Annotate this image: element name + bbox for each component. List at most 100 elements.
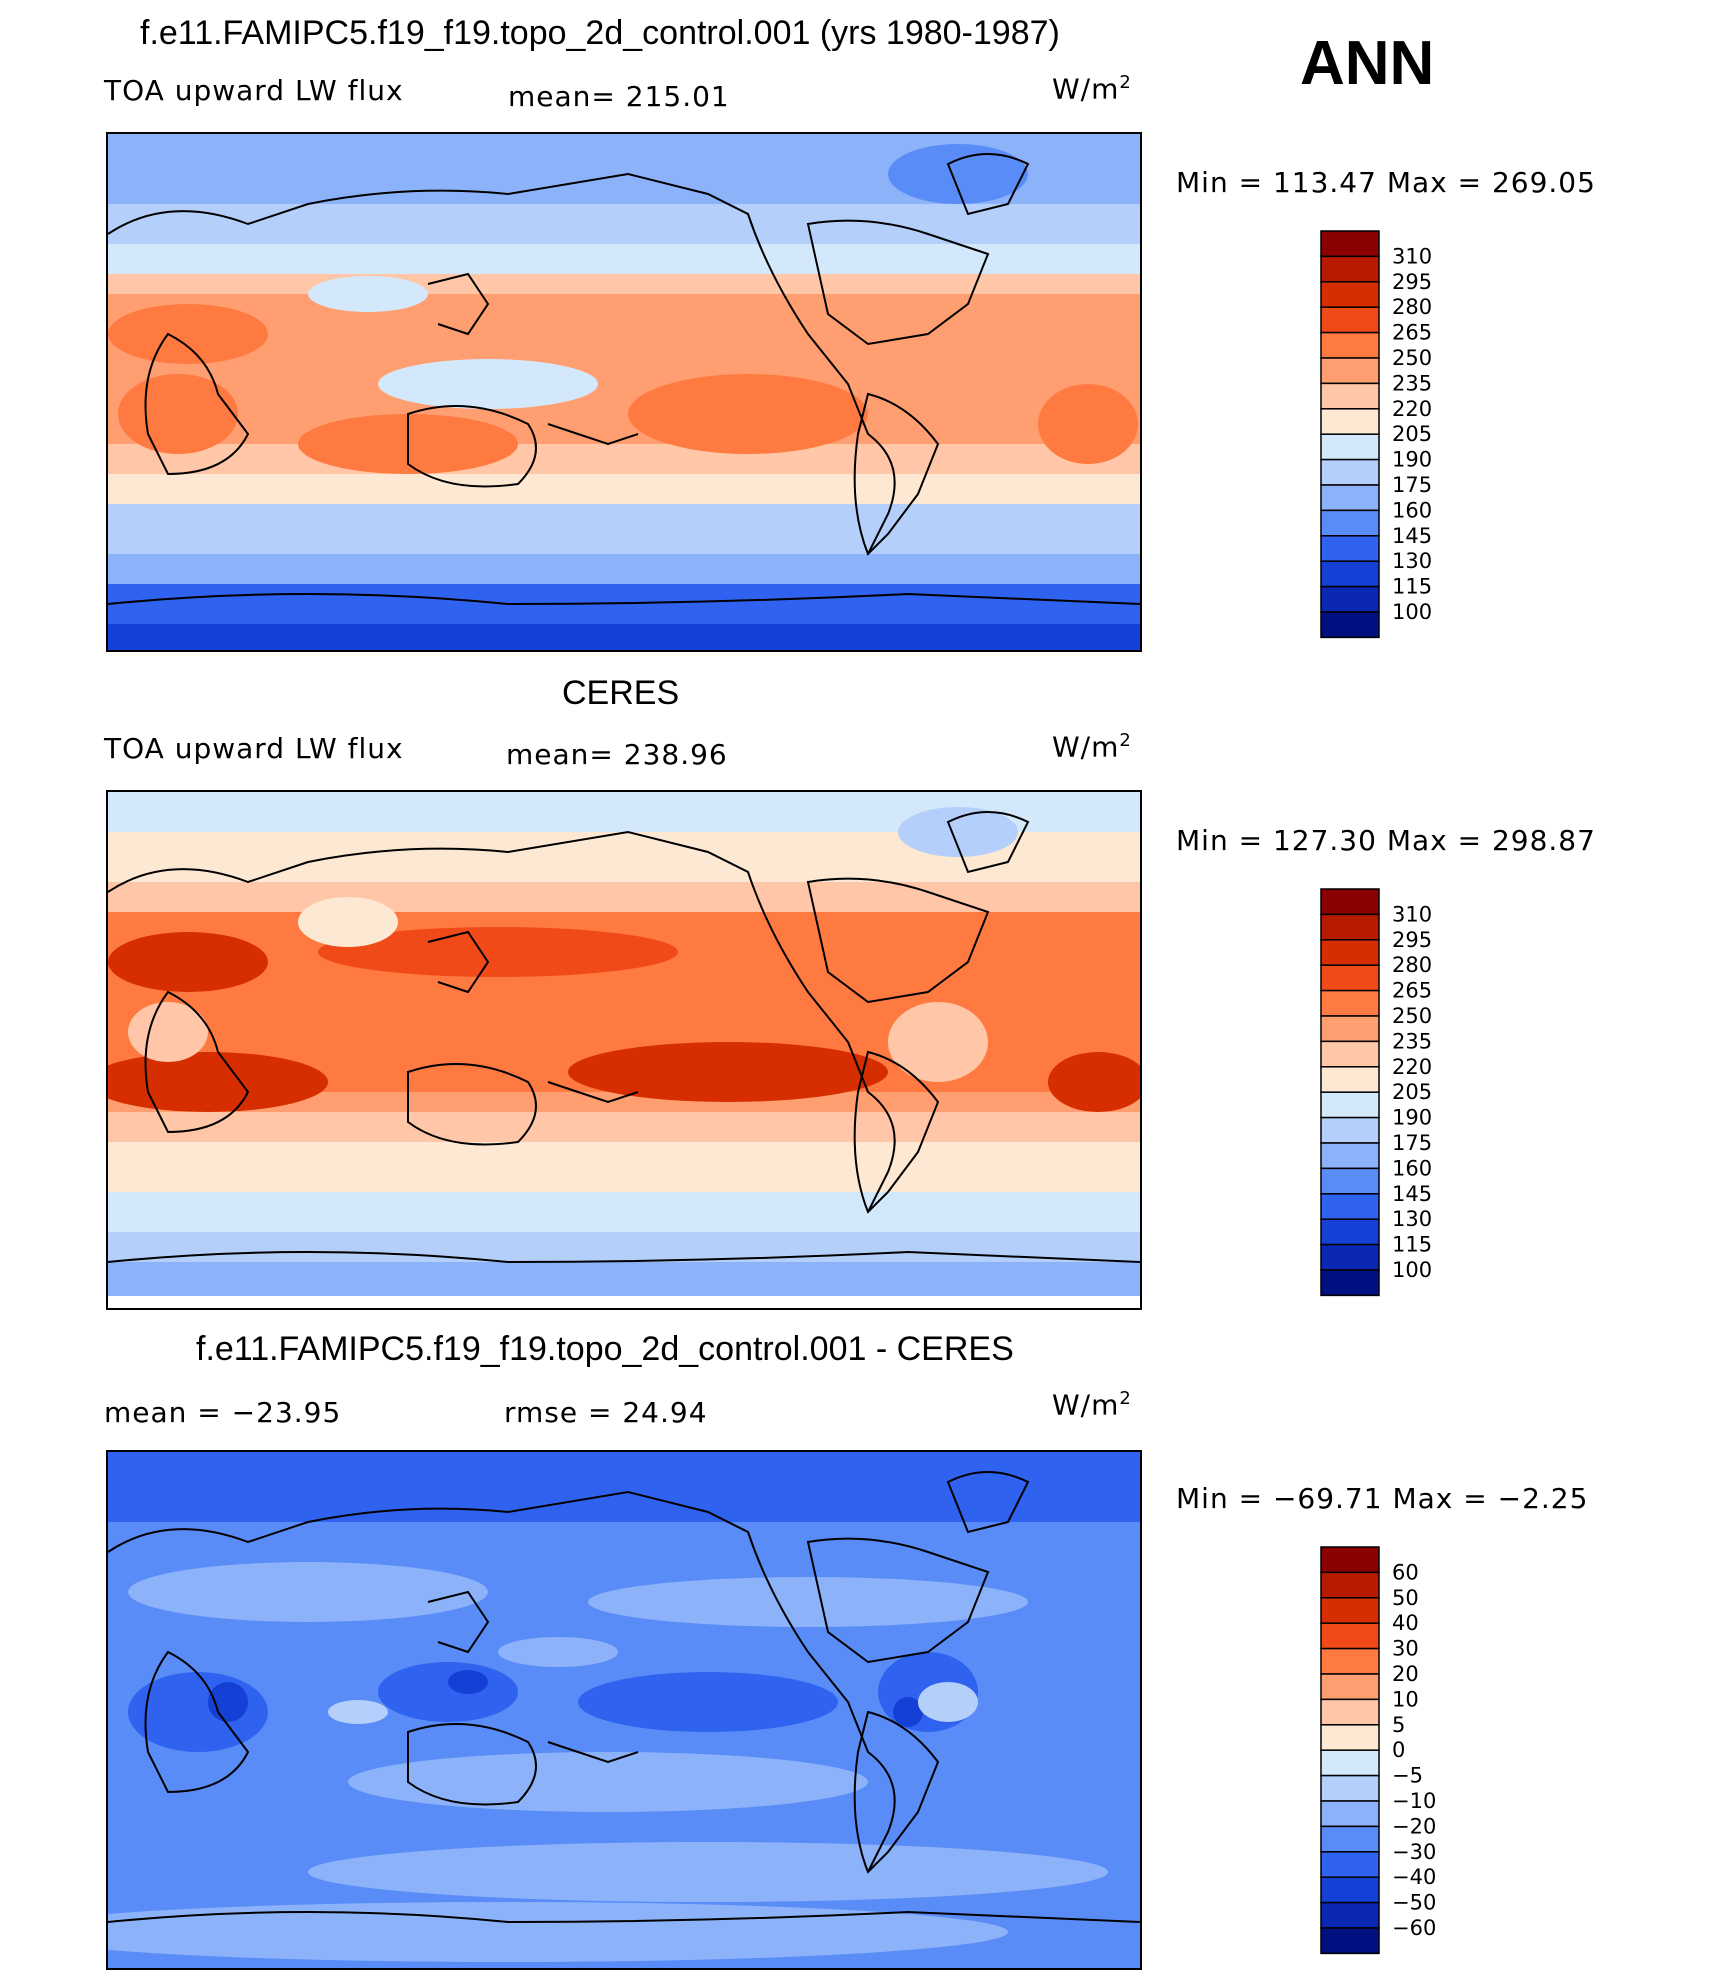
colorbar-tick-label: 235 [1392,1029,1432,1053]
colorbar-tick-label: 175 [1392,1131,1432,1155]
colorbar-tick-label: −60 [1392,1916,1436,1940]
colorbar-swatch [1320,509,1380,537]
colorbar-swatch [1320,1673,1380,1701]
panel2-map [106,790,1142,1310]
colorbar-swatch [1320,331,1380,359]
colorbar-tick-label: 60 [1392,1560,1419,1584]
panel1-mean-label: mean= 215.01 [508,80,730,113]
panel2-minmax: Min = 127.30 Max = 298.87 [1176,824,1596,857]
colorbar-swatch [1320,1546,1380,1574]
colorbar-tick-label: 190 [1392,1106,1432,1130]
colorbar-tick-label: 5 [1392,1713,1405,1737]
colorbar-swatch [1320,484,1380,512]
colorbar-swatch [1320,1193,1380,1220]
colorbar-tick-label: 145 [1392,1182,1432,1206]
panel3-map [106,1450,1142,1970]
colorbar-tick-label: 30 [1392,1637,1419,1661]
colorbar-swatch [1320,1901,1380,1929]
colorbar-swatch [1320,1800,1380,1828]
panel2-mean-label: mean= 238.96 [506,738,728,771]
colorbar-swatch [1320,408,1380,435]
colorbar-tick-label: 50 [1392,1586,1419,1610]
colorbar-tick-label: 100 [1392,600,1432,624]
colorbar-tick-label: 205 [1392,1080,1432,1104]
colorbar-swatch [1320,1724,1380,1751]
colorbar-tick-label: 10 [1392,1687,1419,1711]
colorbar-swatch [1320,1167,1380,1195]
colorbar-swatch [1320,989,1380,1017]
colorbar-swatch [1320,433,1380,461]
colorbar-swatch [1320,535,1380,562]
colorbar-tick-label: −10 [1392,1789,1436,1813]
colorbar-swatch [1320,1269,1380,1297]
colorbar-tick-label: 295 [1392,270,1432,294]
colorbar-tick-label: 160 [1392,498,1432,522]
panel3-mean-label: mean = −23.95 [104,1396,342,1429]
colorbar-tick-label: 235 [1392,371,1432,395]
colorbar-swatch [1320,939,1380,966]
panel1-units: W/m2 [1052,72,1132,106]
panel1-colorbar: 310 295 280 265 250 235 220 205 190 175 160 145 130 1… [1320,230,1460,642]
colorbar-tick-label: 205 [1392,422,1432,446]
colorbar-swatch [1320,1876,1380,1904]
colorbar-tick-label: −20 [1392,1814,1436,1838]
panel1-variable-label: TOA upward LW flux [104,74,404,107]
colorbar-tick-label: 280 [1392,953,1432,977]
colorbar-tick-label: 310 [1392,244,1432,268]
colorbar-swatch [1320,357,1380,385]
colorbar-tick-label: 100 [1392,1258,1432,1282]
panel2-colorbar: 310 295 280 265 250 235 220 205 190 175 160 145 130 1… [1320,888,1460,1300]
colorbar-tick-label: 250 [1392,346,1432,370]
colorbar-swatch [1320,1597,1380,1624]
colorbar-swatch [1320,1571,1380,1599]
colorbar-tick-label: 20 [1392,1662,1419,1686]
colorbar-swatch [1320,230,1380,258]
colorbar-swatch [1320,1243,1380,1271]
colorbar-swatch [1320,382,1380,410]
panel1-map [106,132,1142,652]
panel3-rmse-label: rmse = 24.94 [504,1396,708,1429]
colorbar-swatch [1320,1091,1380,1119]
panel3-colorbar: 60 50 40 30 20 10 5 0 −5 −10 −20 −30 −40 −50 −60 [1320,1546,1460,1958]
colorbar-tick-label: 0 [1392,1738,1405,1762]
panel1-minmax: Min = 113.47 Max = 269.05 [1176,166,1596,199]
colorbar-swatch [1320,913,1380,941]
colorbar-tick-label: 130 [1392,549,1432,573]
panel1-title: f.e11.FAMIPC5.f19_f19.topo_2d_control.00… [140,14,1060,52]
colorbar-swatch [1320,281,1380,308]
panel3-minmax: Min = −69.71 Max = −2.25 [1176,1482,1589,1515]
colorbar-tick-label: 145 [1392,524,1432,548]
colorbar-tick-label: 220 [1392,397,1432,421]
colorbar-swatch [1320,458,1380,486]
colorbar-swatch [1320,1116,1380,1144]
colorbar-swatch [1320,560,1380,588]
colorbar-tick-label: 115 [1392,575,1432,599]
colorbar-tick-label: 265 [1392,979,1432,1003]
colorbar-swatch [1320,1040,1380,1068]
colorbar-tick-label: 160 [1392,1156,1432,1180]
colorbar-swatch [1320,1927,1380,1955]
colorbar-swatch [1320,1774,1380,1802]
panel2-title: CERES [562,674,680,712]
colorbar-tick-label: 265 [1392,321,1432,345]
colorbar-tick-label: 115 [1392,1233,1432,1257]
colorbar-swatch [1320,1622,1380,1650]
colorbar-tick-label: 295 [1392,928,1432,952]
panel3-units: W/m2 [1052,1388,1132,1422]
colorbar-tick-label: 40 [1392,1611,1419,1635]
colorbar-swatch [1320,1851,1380,1878]
colorbar-tick-label: −40 [1392,1865,1436,1889]
colorbar-tick-label: 250 [1392,1004,1432,1028]
colorbar-tick-label: −50 [1392,1891,1436,1915]
colorbar-swatch [1320,1749,1380,1777]
colorbar-swatch [1320,255,1380,283]
colorbar-tick-label: 220 [1392,1055,1432,1079]
panel2-units: W/m2 [1052,730,1132,764]
colorbar-tick-label: 130 [1392,1207,1432,1231]
colorbar-swatch [1320,1825,1380,1853]
colorbar-tick-label: 190 [1392,448,1432,472]
panel3-title: f.e11.FAMIPC5.f19_f19.topo_2d_control.00… [196,1330,1014,1368]
colorbar-tick-label: 280 [1392,295,1432,319]
colorbar-tick-label: −5 [1392,1764,1423,1788]
colorbar-swatch [1320,1647,1380,1675]
